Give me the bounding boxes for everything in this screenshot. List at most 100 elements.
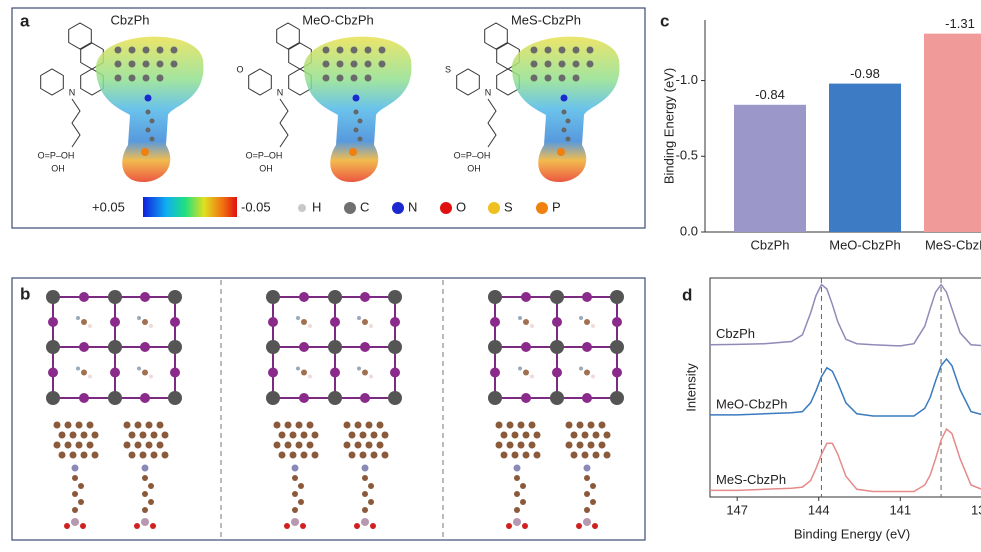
cation [296, 366, 300, 371]
i-atom [582, 292, 592, 302]
atom-legend-label: P [552, 199, 561, 214]
c-atom [603, 451, 611, 459]
atom [357, 118, 363, 124]
esp-surface [303, 36, 412, 182]
cation [523, 319, 529, 325]
structure-label: OH [51, 163, 65, 173]
i-atom [582, 393, 592, 403]
c-atom [359, 451, 367, 459]
structure-label: OH [467, 163, 481, 173]
c-atom [123, 441, 131, 449]
c-atom [511, 451, 519, 459]
c-atom [565, 421, 573, 429]
c-atom [156, 421, 164, 429]
c-atom [273, 421, 281, 429]
o-atom [506, 523, 512, 529]
c-atom [598, 421, 606, 429]
y-axis-label: Binding Energy (eV) [661, 68, 676, 184]
series-label: MeS-CbzPh [716, 472, 786, 487]
y-tick-label: -1.0 [676, 72, 698, 87]
c-atom [506, 441, 514, 449]
atom [572, 74, 580, 82]
i-atom [330, 367, 340, 378]
c-atom [142, 475, 148, 481]
i-atom [390, 367, 400, 378]
c-atom [565, 441, 573, 449]
atom-legend-label: N [408, 199, 417, 214]
c-atom [80, 431, 88, 439]
atom [114, 46, 122, 54]
atom [357, 136, 363, 142]
i-atom [582, 342, 592, 352]
atom [558, 60, 566, 68]
c-atom [72, 475, 78, 481]
o-atom [592, 523, 598, 529]
c-atom [368, 499, 374, 505]
cation [584, 369, 590, 376]
c-atom [58, 451, 66, 459]
atom [156, 60, 164, 68]
atom [350, 74, 358, 82]
atom [350, 60, 358, 68]
c-atom [91, 431, 99, 439]
c-atom [142, 507, 148, 513]
pb-atom [46, 290, 60, 304]
cation [518, 316, 522, 320]
c-atom [64, 421, 72, 429]
x-tick-label: 141 [889, 502, 911, 517]
colorbar-min: -0.05 [241, 199, 271, 214]
n-atom [71, 464, 79, 472]
i-atom [490, 367, 500, 378]
bond [68, 22, 92, 50]
cation [149, 374, 153, 379]
c-atom [381, 431, 389, 439]
o-atom [354, 523, 360, 529]
x-tick-label: CbzPh [750, 237, 789, 252]
c-atom [348, 431, 356, 439]
c-atom [75, 441, 83, 449]
c-atom [311, 431, 319, 439]
i-atom [612, 367, 622, 378]
o-atom [80, 523, 86, 529]
c-atom [134, 421, 142, 429]
atom [145, 127, 151, 133]
series-label: MeO-CbzPh [716, 396, 788, 411]
cation [296, 316, 300, 320]
c-atom [584, 475, 590, 481]
atom [156, 74, 164, 82]
c-atom [343, 421, 351, 429]
cation [362, 319, 368, 325]
i-atom [390, 317, 400, 327]
atom-legend-label: S [504, 199, 513, 214]
spectrum [709, 283, 981, 347]
x-tick-label: MeO-CbzPh [829, 237, 901, 252]
structure-label: O=P–OH [38, 150, 75, 160]
pb-atom [168, 340, 182, 354]
atom [142, 60, 150, 68]
x-tick-label: 144 [808, 502, 830, 517]
c-atom [72, 491, 78, 497]
c-atom [86, 441, 94, 449]
i-atom [360, 342, 370, 352]
atom [544, 46, 552, 54]
c-atom [514, 475, 520, 481]
pb-atom [388, 391, 402, 405]
c-atom [284, 441, 292, 449]
cation [76, 366, 80, 371]
p-atom [291, 518, 299, 526]
atom [128, 60, 136, 68]
cation [530, 374, 534, 379]
pb-atom [610, 290, 624, 304]
c-atom [145, 441, 153, 449]
c-atom [128, 431, 136, 439]
i-atom [268, 317, 278, 327]
atom [565, 118, 571, 124]
c-atom [376, 421, 384, 429]
cation [88, 374, 92, 379]
n-atom [583, 464, 591, 472]
pb-atom [328, 391, 342, 405]
bond [456, 68, 480, 96]
c-atom [150, 431, 158, 439]
